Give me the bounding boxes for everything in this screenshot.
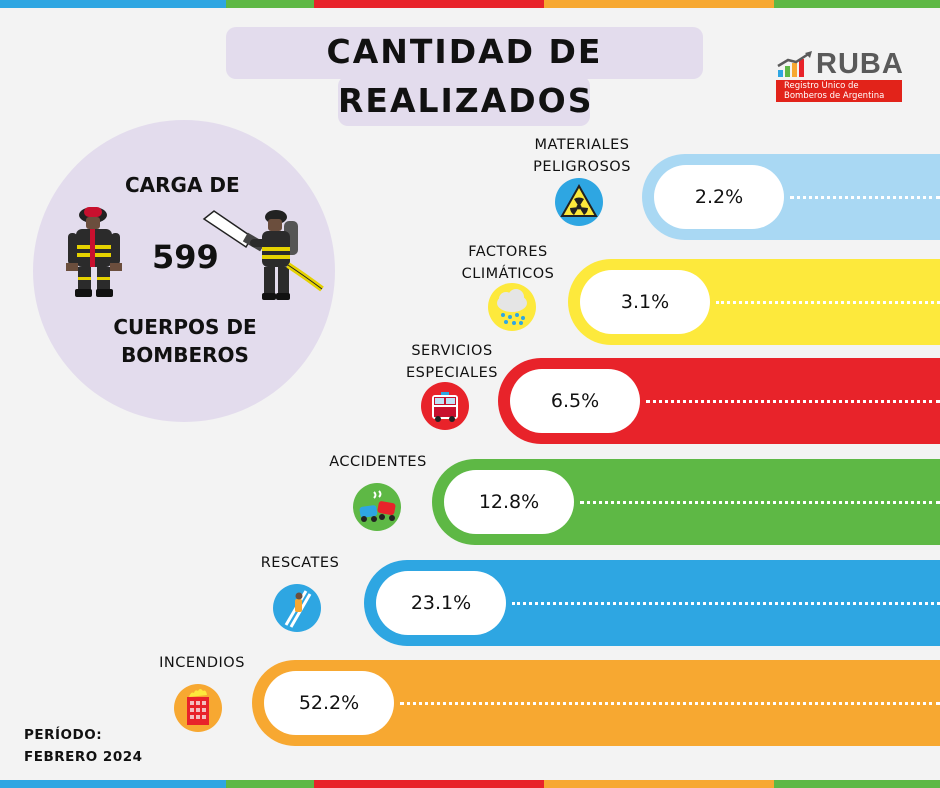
category-label-line: RESCATES xyxy=(260,555,340,571)
stripe-segment xyxy=(226,0,314,8)
stripe-segment xyxy=(544,0,774,8)
bottom-color-stripe xyxy=(0,780,940,788)
ruba-logo: RUBA Registro Único de Bomberos de Argen… xyxy=(776,48,904,104)
logo-wordmark: RUBA xyxy=(816,48,904,80)
summary-suffix: CUERPOS DE BOMBEROS xyxy=(113,315,257,367)
stripe-segment xyxy=(226,780,314,788)
stripe-segment xyxy=(0,780,226,788)
stripe-segment xyxy=(314,0,544,8)
category-label-rescates: RESCATES xyxy=(230,552,370,574)
radiation-icon xyxy=(555,178,603,226)
page-title-line-1: CANTIDAD DE SERVICIOS xyxy=(226,27,703,121)
period-label: PERÍODO: xyxy=(24,727,103,743)
category-label-especiales: SERVICIOS ESPECIALES xyxy=(382,340,522,384)
firefighter-standing-icon xyxy=(66,207,122,297)
category-label-incendios: INCENDIOS xyxy=(132,652,272,674)
stripe-segment xyxy=(314,780,544,788)
dotted-line xyxy=(716,301,940,304)
ladder-rescue-icon xyxy=(273,584,321,632)
category-label-line: ESPECIALES xyxy=(405,365,499,381)
page-title-line-2: REALIZADOS xyxy=(338,76,591,126)
value-label-climaticos: 3.1% xyxy=(580,270,710,334)
category-label-line: INCENDIOS xyxy=(159,655,245,671)
category-label-line: PELIGROSOS xyxy=(533,159,631,175)
firefighter-hose-icon xyxy=(202,210,324,300)
value-label-rescates: 23.1% xyxy=(376,571,506,635)
burning-building-icon xyxy=(174,684,222,732)
period-value: FEBRERO 2024 xyxy=(24,749,143,765)
stripe-segment xyxy=(0,0,226,8)
dotted-line xyxy=(790,196,940,199)
summary-prefix: CARGA DE xyxy=(125,173,240,197)
growth-chart-icon xyxy=(777,51,812,77)
dotted-line xyxy=(512,602,940,605)
stripe-segment xyxy=(774,0,940,8)
top-color-stripe xyxy=(0,0,940,8)
summary-count: 599 xyxy=(152,238,219,276)
category-label-line: SERVICIOS xyxy=(411,343,493,359)
category-label-line: MATERIALES xyxy=(534,137,630,153)
car-crash-icon xyxy=(353,483,401,531)
stripe-segment xyxy=(774,780,940,788)
value-label-materiales: 2.2% xyxy=(654,165,784,229)
logo-subtitle-line-2: Bomberos de Argentina xyxy=(784,91,885,101)
value-label-especiales: 6.5% xyxy=(510,369,640,433)
category-label-line: ACCIDENTES xyxy=(329,454,427,470)
category-label-accidentes: ACCIDENTES xyxy=(308,451,448,473)
rain-cloud-icon xyxy=(488,283,536,331)
value-label-accidentes: 12.8% xyxy=(444,470,574,534)
category-label-climaticos: FACTORES CLIMÁTICOS xyxy=(438,241,578,285)
logo-subtitle-line-1: Registro Único de xyxy=(784,81,859,91)
fire-truck-icon xyxy=(421,382,469,430)
period: PERÍODO: FEBRERO 2024 xyxy=(24,724,143,768)
dotted-line xyxy=(646,400,940,403)
category-label-line: FACTORES xyxy=(468,244,548,260)
stripe-segment xyxy=(544,780,774,788)
category-label-line: CLIMÁTICOS xyxy=(461,266,555,282)
value-label-incendios: 52.2% xyxy=(264,671,394,735)
category-label-materiales: MATERIALES PELIGROSOS xyxy=(512,134,652,178)
dotted-line xyxy=(400,702,940,705)
logo-subtitle: Registro Único de Bomberos de Argentina xyxy=(776,80,902,102)
dotted-line xyxy=(580,501,940,504)
